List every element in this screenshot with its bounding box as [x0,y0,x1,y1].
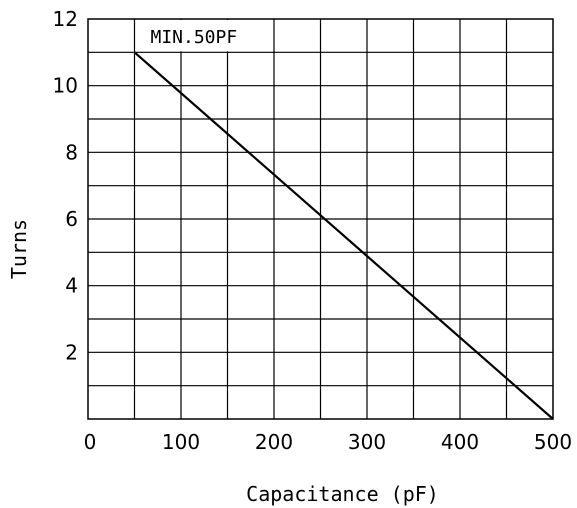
x-tick-label: 100 [162,430,200,454]
x-tick-label: 300 [348,430,386,454]
y-tick-labels: 2 4 6 8 10 12 [53,7,78,364]
grid [88,19,553,419]
annotation-box [135,20,273,52]
x-tick-label: 500 [534,430,572,454]
x-tick-label: 400 [441,430,479,454]
y-tick-label: 2 [65,340,78,364]
x-tick-label: 200 [255,430,293,454]
x-tick-label: 0 [84,430,97,454]
y-axis-label: Turns [7,219,31,279]
y-tick-label: 4 [65,274,78,298]
series-line-0 [133,51,554,420]
y-tick-label: 10 [53,74,78,98]
y-tick-label: 8 [65,140,78,164]
x-tick-labels: 0 100 200 300 400 500 [84,430,572,454]
series [133,51,554,420]
y-tick-label: 6 [65,207,78,231]
x-axis-label: Capacitance (pF) [246,482,439,506]
annotation-label: MIN.50PF [151,27,238,48]
y-tick-label: 12 [53,7,78,31]
plot-frame [87,18,554,420]
